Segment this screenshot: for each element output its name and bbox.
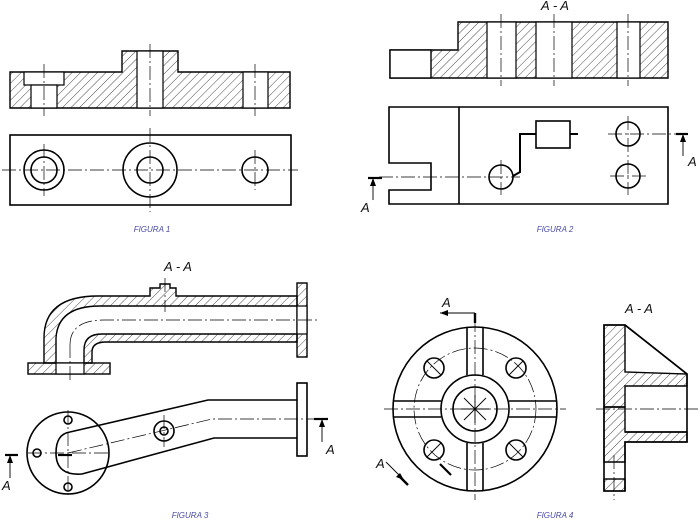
figure-2-top-view: A A xyxy=(360,106,697,215)
figure-4-front-view: A A xyxy=(375,295,566,500)
figure-2-section-view xyxy=(389,14,669,86)
figure-1-caption: FIGURA 1 xyxy=(134,225,171,234)
figure-4-cut-label-top: A xyxy=(441,295,451,310)
figure-2: A - A xyxy=(360,0,697,234)
figure-3-section-title: A - A xyxy=(163,259,192,274)
figure-2-cut-label-right: A xyxy=(687,154,697,169)
figure-2-caption: FIGURA 2 xyxy=(537,225,574,234)
figure-4-cut-label-bottom: A xyxy=(375,456,385,471)
figure-2-cut-label-left: A xyxy=(360,200,370,215)
figure-1-top-view xyxy=(2,128,298,212)
figure-3-top-view: A A xyxy=(1,382,335,496)
figure-3-caption: FIGURA 3 xyxy=(172,511,209,520)
figure-3-cut-label-left: A xyxy=(1,478,11,493)
figure-1: FIGURA 1 xyxy=(2,44,298,234)
figure-4-caption: FIGURA 4 xyxy=(537,511,574,520)
figure-4-section-view xyxy=(596,324,698,500)
figure-3: A - A xyxy=(1,259,335,520)
figure-3-cut-label-right: A xyxy=(325,442,335,457)
figure-2-section-title: A - A xyxy=(540,0,569,13)
figure-4: A A A - A FIGURA 4 xyxy=(375,295,698,520)
figure-4-section-title: A - A xyxy=(624,301,653,316)
figure-3-section-view xyxy=(27,278,318,380)
figure-1-section-view xyxy=(9,44,291,116)
